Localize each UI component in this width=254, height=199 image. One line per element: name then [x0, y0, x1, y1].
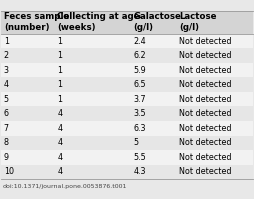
Text: Not detected: Not detected: [179, 153, 232, 162]
Text: 4: 4: [57, 109, 62, 118]
Bar: [1, 150, 253, 165]
Text: Not detected: Not detected: [179, 66, 232, 75]
Text: 4: 4: [57, 124, 62, 133]
Text: (g/l): (g/l): [179, 23, 199, 32]
Text: 5.5: 5.5: [133, 153, 146, 162]
Text: 1: 1: [57, 80, 62, 89]
Text: Collecting at age: Collecting at age: [57, 12, 140, 21]
Text: 2: 2: [4, 51, 9, 60]
Text: Not detected: Not detected: [179, 124, 232, 133]
Text: 1: 1: [57, 66, 62, 75]
Text: 4: 4: [57, 153, 62, 162]
Text: Not detected: Not detected: [179, 80, 232, 89]
Text: 1: 1: [57, 95, 62, 104]
Bar: [1, 63, 253, 77]
Text: 1: 1: [57, 51, 62, 60]
Text: 1: 1: [4, 37, 9, 46]
Text: Feces sample: Feces sample: [4, 12, 69, 21]
Text: 9: 9: [4, 153, 9, 162]
Text: 3.5: 3.5: [133, 109, 146, 118]
Bar: [1, 92, 253, 106]
Text: (g/l): (g/l): [133, 23, 153, 32]
Text: doi:10.1371/journal.pone.0053876.t001: doi:10.1371/journal.pone.0053876.t001: [3, 184, 127, 189]
Text: Not detected: Not detected: [179, 109, 232, 118]
Text: (weeks): (weeks): [57, 23, 96, 32]
Text: Galactose: Galactose: [133, 12, 181, 21]
Text: 5: 5: [4, 95, 9, 104]
Text: 6: 6: [4, 109, 9, 118]
Text: 6.3: 6.3: [133, 124, 146, 133]
Text: 3.7: 3.7: [133, 95, 146, 104]
Bar: [1, 165, 253, 179]
Text: 3: 3: [4, 66, 9, 75]
Text: 4: 4: [57, 138, 62, 147]
Text: Not detected: Not detected: [179, 138, 232, 147]
Bar: [1, 136, 253, 150]
Text: 6.2: 6.2: [133, 51, 146, 60]
Text: Not detected: Not detected: [179, 167, 232, 176]
Bar: [1, 77, 253, 92]
Text: 4.3: 4.3: [133, 167, 146, 176]
Bar: [1, 48, 253, 63]
Text: 2.4: 2.4: [133, 37, 146, 46]
Text: 4: 4: [4, 80, 9, 89]
Text: 6.5: 6.5: [133, 80, 146, 89]
Text: 4: 4: [57, 167, 62, 176]
Bar: [1, 121, 253, 136]
Text: (number): (number): [4, 23, 49, 32]
Text: 5.9: 5.9: [133, 66, 146, 75]
Text: 8: 8: [4, 138, 9, 147]
Text: Not detected: Not detected: [179, 37, 232, 46]
Text: Not detected: Not detected: [179, 51, 232, 60]
Text: 10: 10: [4, 167, 14, 176]
Bar: [1, 11, 253, 34]
Text: 7: 7: [4, 124, 9, 133]
Bar: [1, 34, 253, 48]
Text: 5: 5: [133, 138, 138, 147]
Text: Not detected: Not detected: [179, 95, 232, 104]
Text: Lactose: Lactose: [179, 12, 217, 21]
Bar: [1, 106, 253, 121]
Text: 1: 1: [57, 37, 62, 46]
